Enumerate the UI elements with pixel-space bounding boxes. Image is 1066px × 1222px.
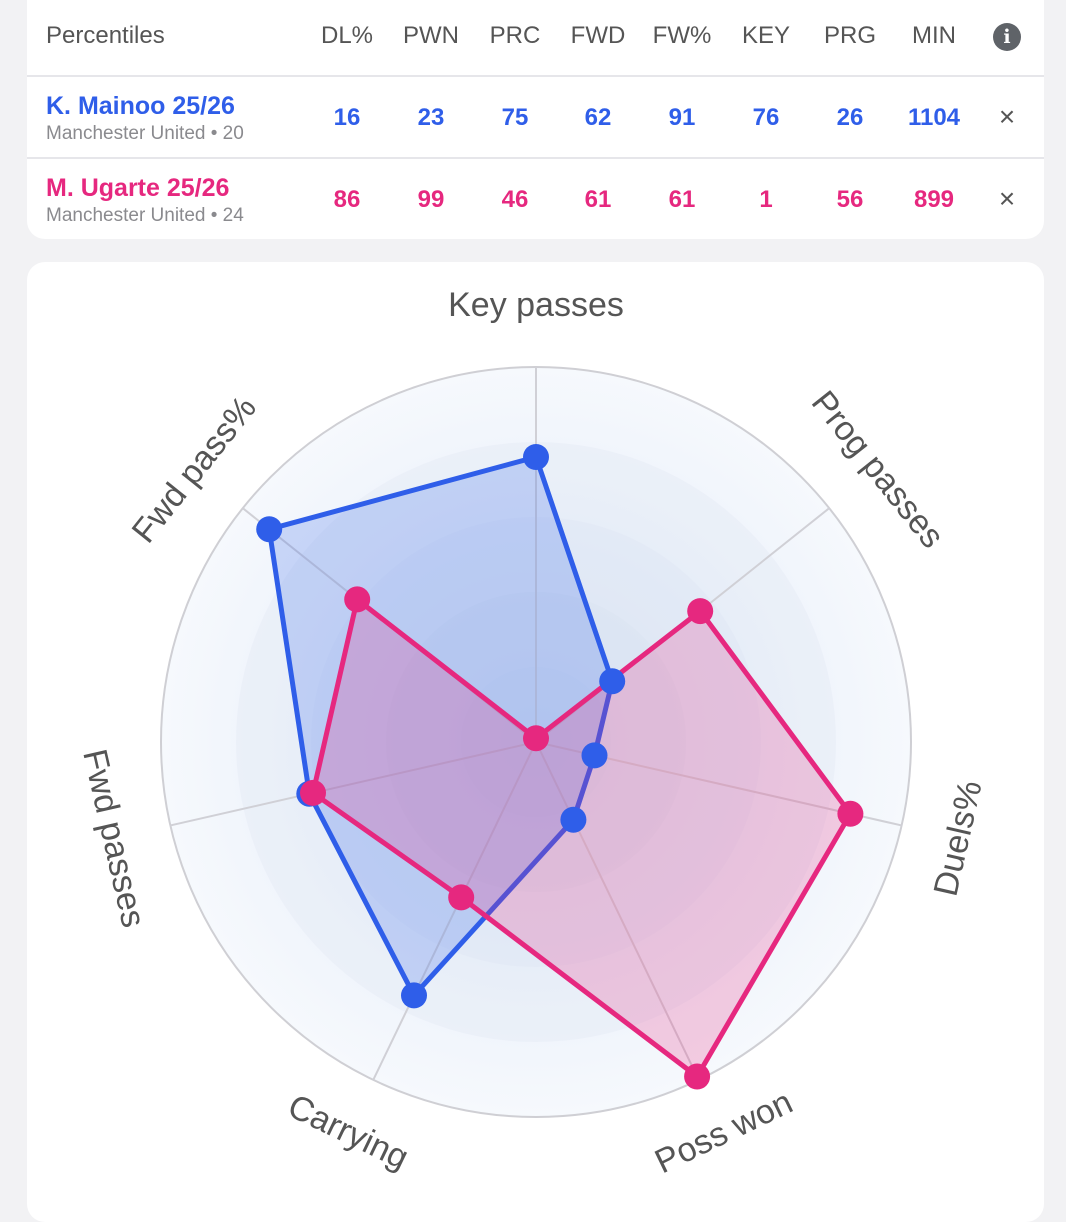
column-header-fwd[interactable]: FWD — [570, 22, 626, 49]
table-row: K. Mainoo 25/26 Manchester United • 20 1… — [27, 77, 1044, 159]
data-point[interactable] — [300, 779, 326, 806]
data-point[interactable] — [523, 725, 549, 752]
value-prg: 56 — [836, 186, 864, 213]
value-dl: 16 — [333, 104, 361, 131]
radar-spoke — [372, 741, 537, 1081]
column-header-min[interactable]: MIN — [912, 22, 956, 49]
value-dl: 86 — [333, 186, 361, 213]
radar-chart-card: Key passes Prog passes Duels% Poss won Carry… — [27, 262, 1044, 1222]
player-name[interactable]: M. Ugarte 25/26 — [46, 174, 230, 202]
data-point[interactable] — [684, 1063, 711, 1090]
radar-spoke — [535, 741, 700, 1081]
info-icon[interactable]: i — [993, 23, 1021, 51]
value-pwn: 99 — [417, 186, 445, 213]
series-area-ugarte — [310, 595, 854, 1081]
player-name[interactable]: K. Mainoo 25/26 — [46, 92, 235, 120]
data-point[interactable] — [837, 800, 864, 827]
axis-label: Carrying — [282, 1087, 414, 1177]
player-team: Manchester United • 20 — [46, 123, 244, 144]
percentiles-table: Percentiles DL% PWN PRC FWD FW% KEY PRG … — [27, 0, 1044, 239]
value-pwn: 23 — [417, 104, 445, 131]
value-fw: 91 — [668, 104, 696, 131]
value-key: 76 — [752, 104, 780, 131]
axis-label: Poss won — [649, 1083, 798, 1181]
data-point[interactable] — [581, 742, 608, 769]
axis-label: Key passes — [448, 286, 624, 324]
value-min: 1104 — [907, 104, 961, 131]
value-min: 899 — [913, 186, 955, 213]
axis-label: Duels% — [927, 777, 990, 900]
value-fw: 61 — [668, 186, 696, 213]
data-point[interactable] — [256, 516, 283, 543]
column-header-key[interactable]: KEY — [741, 22, 791, 49]
column-header-fw[interactable]: FW% — [652, 22, 712, 49]
column-header-prc[interactable]: PRC — [489, 22, 541, 49]
data-point[interactable] — [448, 884, 475, 911]
data-point[interactable] — [523, 444, 549, 470]
data-point[interactable] — [560, 806, 587, 833]
column-header-pwn[interactable]: PWN — [403, 22, 459, 49]
data-point[interactable] — [599, 668, 626, 695]
table-header-row: Percentiles DL% PWN PRC FWD FW% KEY PRG … — [27, 0, 1044, 77]
data-point[interactable] — [344, 586, 371, 613]
value-fwd: 61 — [584, 186, 612, 213]
column-header-dl[interactable]: DL% — [320, 22, 374, 49]
remove-player-button[interactable]: × — [998, 101, 1016, 132]
radar-spoke — [170, 741, 537, 827]
value-prc: 75 — [501, 104, 529, 131]
data-point[interactable] — [687, 598, 714, 625]
value-fwd: 62 — [584, 104, 612, 131]
axis-label: Fwd passes — [75, 746, 152, 931]
value-key: 1 — [759, 186, 773, 213]
player-team: Manchester United • 24 — [46, 205, 244, 226]
remove-player-button[interactable]: × — [998, 183, 1016, 214]
data-point[interactable] — [401, 982, 427, 1009]
table-header-label: Percentiles — [46, 22, 165, 49]
value-prg: 26 — [836, 104, 864, 131]
value-prc: 46 — [501, 186, 529, 213]
table-row: M. Ugarte 25/26 Manchester United • 24 8… — [27, 159, 1044, 239]
column-header-prg[interactable]: PRG — [823, 22, 876, 49]
